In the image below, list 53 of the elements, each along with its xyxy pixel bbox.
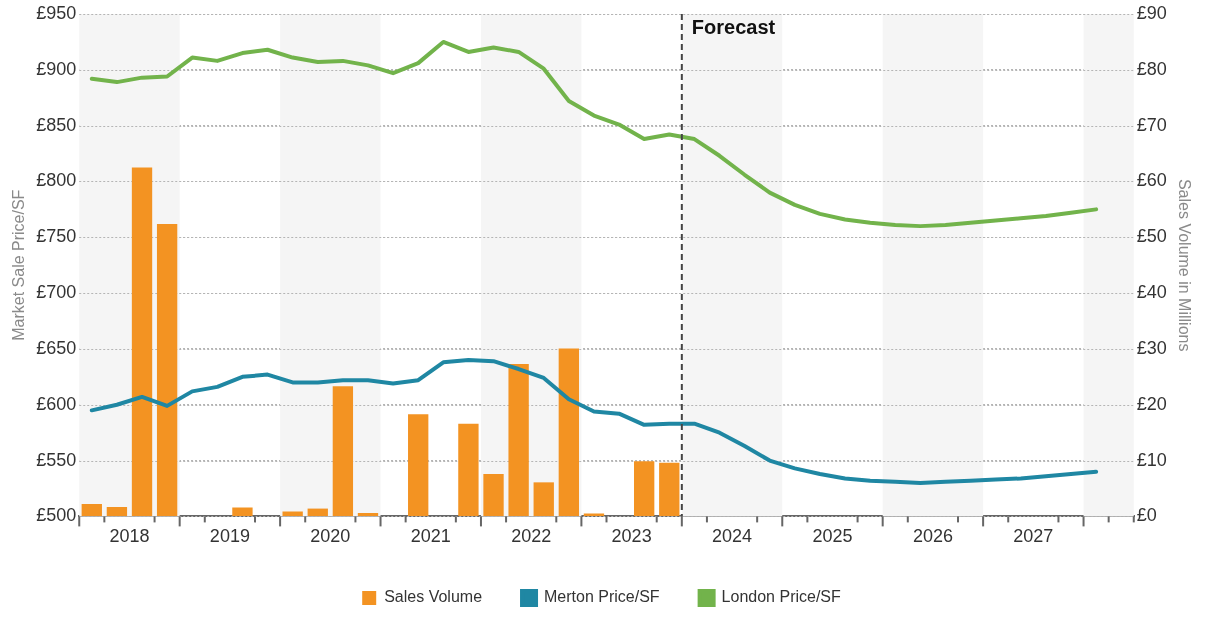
bar [483,473,504,516]
y-tick-label: £850 [36,114,77,135]
legend-label: Sales Volume [384,588,483,606]
x-tick-label: 2019 [209,526,250,547]
legend-label: Merton Price/SF [544,588,660,606]
bar [357,513,379,516]
bar [458,423,479,516]
y-tick-label: £500 [36,505,77,526]
bar [307,508,328,516]
bar [634,461,655,516]
ref-line-label: Forecast [691,15,776,38]
y2-tick-label: £60 [1136,170,1167,191]
x-tick-label: 2020 [310,526,351,547]
y2-tick-label: £30 [1136,337,1167,358]
y2-tick-label: £20 [1136,393,1167,414]
bar [232,507,253,516]
bar [106,506,128,516]
legend-label: London Price/SF [721,588,842,606]
y2-axis-title: Sales Volume in Millions [1175,178,1193,352]
y2-tick-label: £40 [1136,282,1167,303]
y2-tick-label: £80 [1136,58,1167,79]
bar [659,462,680,516]
y-tick-label: £800 [36,170,77,191]
x-tick-label: 2024 [712,526,753,547]
x-tick-label: 2023 [611,526,652,547]
bar [131,167,153,516]
y2-tick-label: £90 [1136,2,1167,23]
bar [558,348,580,516]
y-tick-label: £900 [36,58,77,79]
bar [408,414,429,516]
bar [533,482,554,516]
x-tick-label: 2025 [812,526,853,547]
x-tick-label: 2021 [410,526,451,547]
x-tick-label: 2027 [1013,526,1054,547]
bar [81,504,102,516]
y2-tick-label: £50 [1136,226,1167,247]
y2-tick-label: £10 [1136,449,1167,470]
x-tick-label: 2022 [511,526,552,547]
y-axis-title: Market Sale Price/SF [10,189,28,341]
y-tick-label: £650 [36,337,77,358]
bar [156,223,178,516]
y2-tick-label: £0 [1136,505,1157,526]
x-tick-label: 2018 [109,526,150,547]
y-tick-label: £550 [36,449,77,470]
y2-tick-label: £70 [1136,114,1167,135]
y-tick-label: £950 [36,2,77,23]
bar [508,364,529,516]
bar [332,386,354,516]
y-tick-label: £750 [36,226,77,247]
bar [282,511,303,516]
y-tick-label: £600 [36,393,77,414]
y-tick-label: £700 [36,282,77,303]
x-tick-label: 2026 [912,526,953,547]
